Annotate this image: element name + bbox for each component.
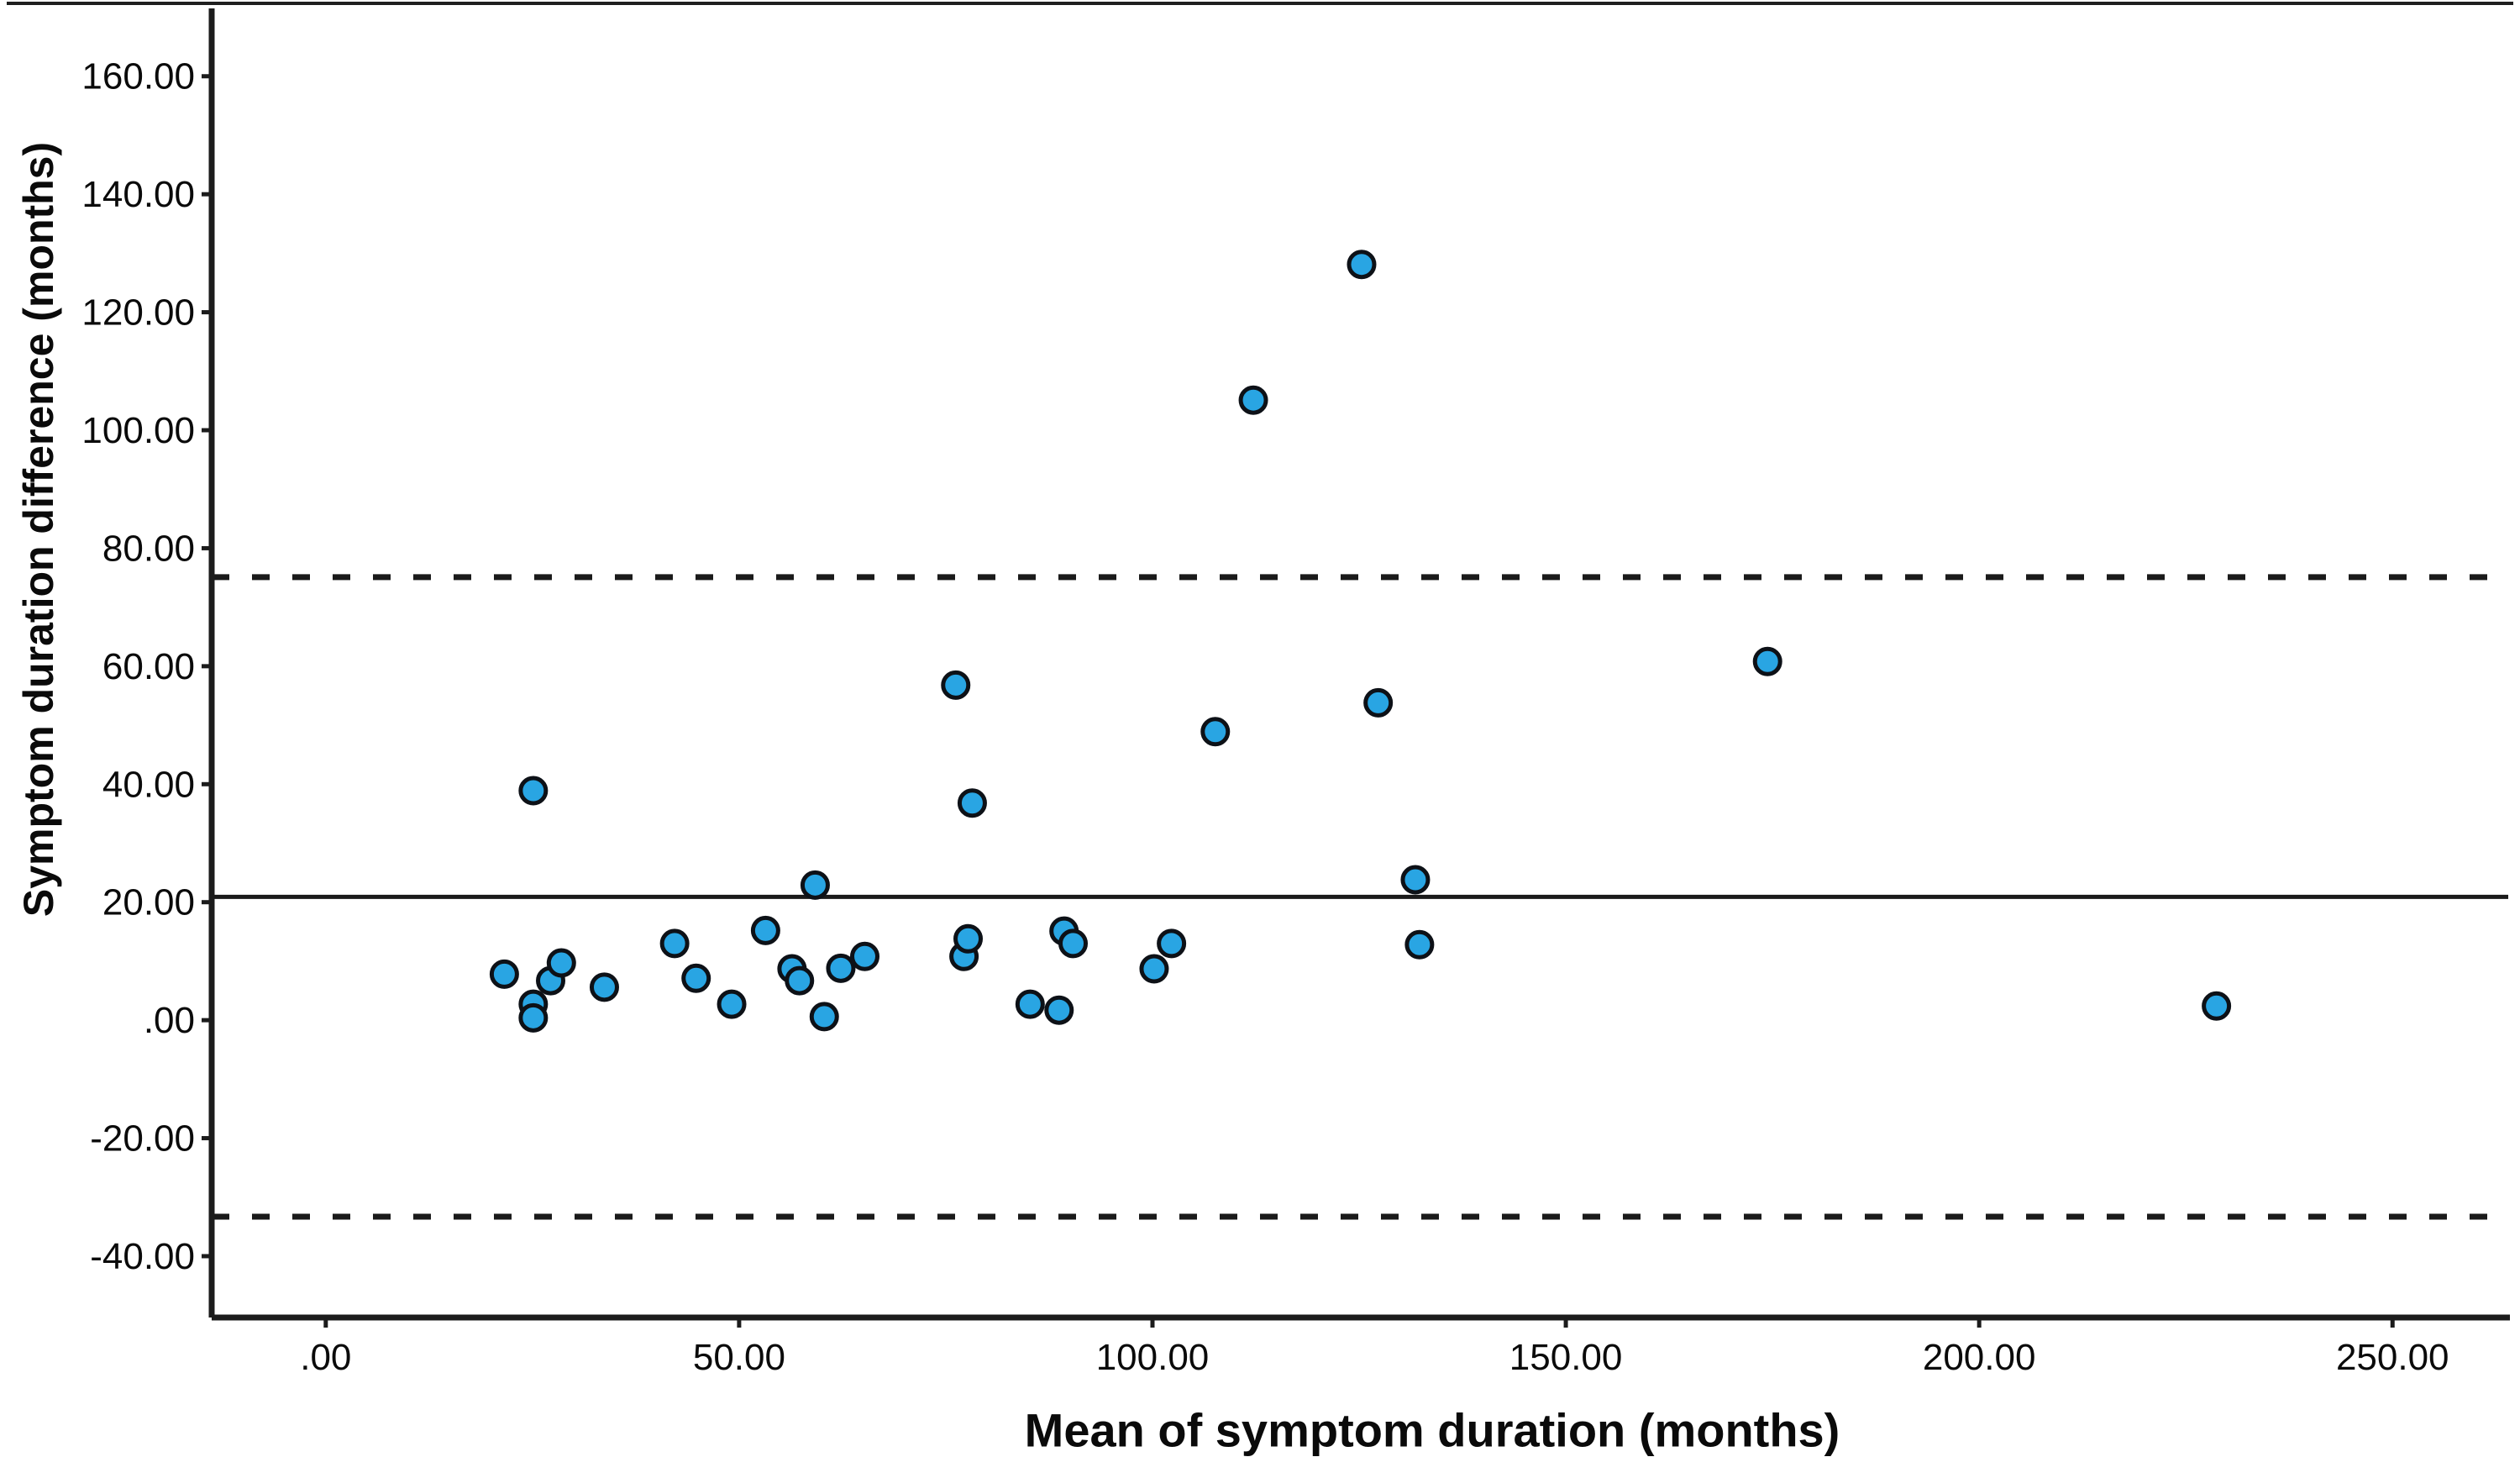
data-point [1058,928,1089,959]
data-point [953,923,984,954]
data-point [489,959,519,989]
data-point [1157,928,1187,959]
data-point [785,965,815,996]
data-point [957,788,987,818]
y-tick-label: 60.00 [102,646,195,687]
x-tick-label: 200.00 [1923,1337,2036,1378]
y-tick-label: 20.00 [102,882,195,923]
data-point [1044,995,1074,1025]
x-tick-label: 150.00 [1509,1337,1623,1378]
x-axis-title: Mean of symptom duration (months) [1024,1403,1840,1457]
data-point [1363,687,1394,718]
data-point [750,915,780,945]
data-point [1404,929,1435,960]
x-tick-label: 100.00 [1096,1337,1210,1378]
data-point [826,953,856,983]
y-tick-label: 100.00 [81,410,195,451]
y-tick-label: 80.00 [102,528,195,569]
y-tick-label: 160.00 [81,56,195,97]
x-tick-label: 50.00 [693,1337,785,1378]
y-tick-label: 120.00 [81,292,195,334]
data-point [518,776,549,806]
data-point [717,989,747,1019]
data-point [2202,991,2232,1021]
data-point [941,670,971,700]
y-axis-title: Symptom duration difference (months) [15,141,62,918]
y-tick-label: 40.00 [102,764,195,805]
data-point [546,948,576,978]
data-point [1238,385,1268,415]
y-tick-label: -20.00 [90,1118,195,1160]
data-point [1015,989,1045,1019]
figure-top-rule [7,2,2513,5]
data-point [659,928,690,959]
data-point [1400,865,1431,895]
data-point [1200,717,1231,747]
y-tick-label: .00 [144,1000,195,1041]
y-tick-label: 140.00 [81,174,195,215]
y-tick-label: -40.00 [90,1236,195,1277]
data-point [681,963,711,993]
x-tick-label: 250.00 [2336,1337,2449,1378]
data-point [589,972,619,1002]
x-tick-label: .00 [300,1337,351,1378]
data-point [1752,646,1782,676]
data-point [518,1002,549,1033]
data-point [1347,250,1377,280]
data-point [809,1002,839,1032]
data-point [1139,954,1169,984]
data-point [800,870,830,900]
data-point [849,941,879,971]
